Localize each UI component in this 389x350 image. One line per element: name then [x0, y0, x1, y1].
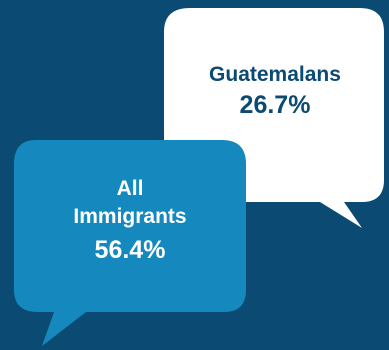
- all-immigrants-percentage: 56.4%: [94, 236, 166, 264]
- guatemalans-callout: Guatemalans 26.7%: [166, 62, 384, 120]
- all-immigrants-callout: All Immigrants 56.4%: [16, 175, 244, 265]
- all-immigrants-label: All Immigrants: [73, 177, 187, 228]
- guatemalans-percentage: 26.7%: [239, 91, 311, 119]
- all-immigrants-speech-bubble: [14, 140, 246, 346]
- guatemalans-label: Guatemalans: [209, 63, 341, 86]
